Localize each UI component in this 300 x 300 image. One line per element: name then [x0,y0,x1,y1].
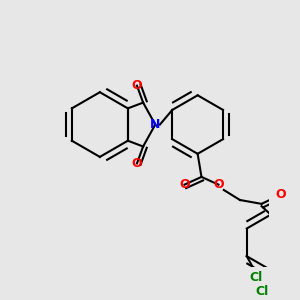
Text: Cl: Cl [255,285,268,298]
Text: Cl: Cl [249,271,262,284]
Text: O: O [275,188,286,201]
Text: O: O [179,178,190,191]
Text: N: N [150,118,160,131]
Text: O: O [213,178,224,191]
Text: O: O [132,79,142,92]
Text: O: O [132,157,142,170]
